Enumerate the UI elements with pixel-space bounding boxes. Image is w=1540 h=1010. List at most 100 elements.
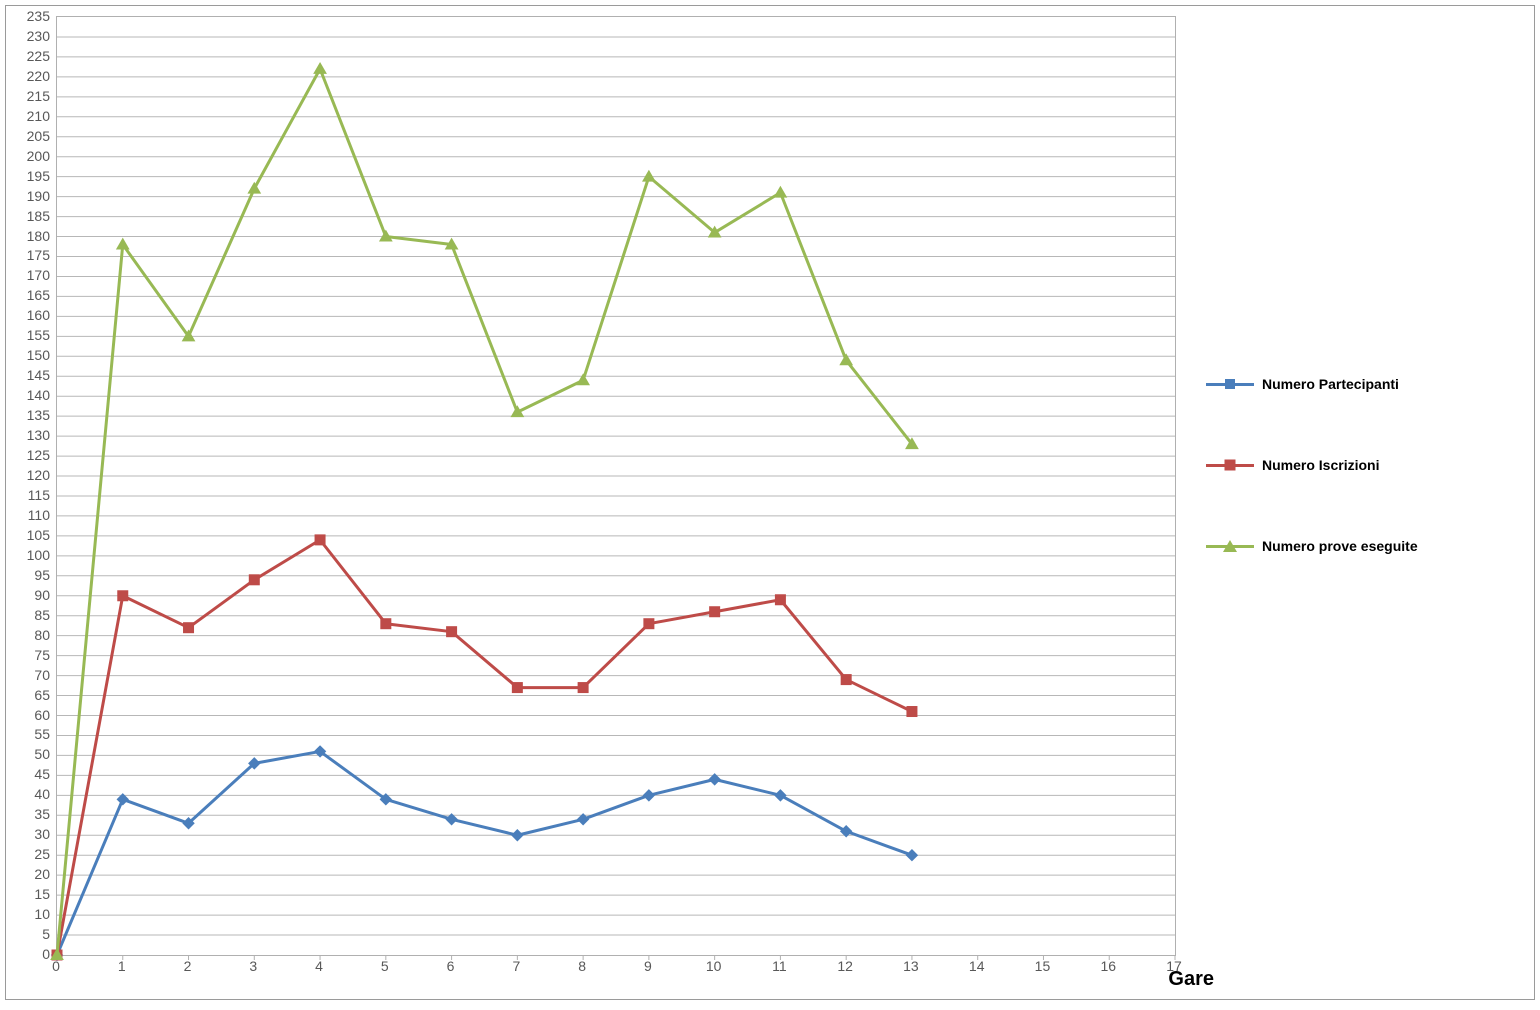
y-tick-label: 165 bbox=[27, 287, 50, 303]
y-tick-label: 0 bbox=[42, 946, 50, 962]
legend: Numero Partecipanti Numero Iscrizioni Nume… bbox=[1206, 376, 1506, 619]
plot-area bbox=[56, 16, 1176, 956]
series-marker-1 bbox=[446, 626, 457, 637]
legend-swatch bbox=[1206, 545, 1254, 548]
x-tick-label: 15 bbox=[1035, 958, 1051, 974]
y-tick-label: 15 bbox=[34, 886, 50, 902]
y-tick-label: 20 bbox=[34, 866, 50, 882]
y-tick-label: 110 bbox=[28, 507, 50, 523]
y-tick-label: 100 bbox=[27, 547, 50, 563]
series-marker-2 bbox=[247, 182, 261, 194]
y-tick-label: 205 bbox=[27, 128, 50, 144]
y-tick-label: 5 bbox=[42, 926, 50, 942]
series-marker-1 bbox=[775, 594, 786, 605]
y-tick-label: 70 bbox=[34, 667, 50, 683]
y-tick-label: 195 bbox=[27, 168, 50, 184]
y-tick-label: 140 bbox=[27, 387, 50, 403]
legend-swatch bbox=[1206, 464, 1254, 467]
y-tick-label: 35 bbox=[34, 806, 50, 822]
series-marker-1 bbox=[380, 618, 391, 629]
series-marker-1 bbox=[841, 674, 852, 685]
series-marker-1 bbox=[249, 574, 260, 585]
y-tick-label: 75 bbox=[34, 647, 50, 663]
y-tick-label: 55 bbox=[34, 726, 50, 742]
y-tick-label: 90 bbox=[34, 587, 50, 603]
y-tick-label: 125 bbox=[27, 447, 50, 463]
x-tick-label: 12 bbox=[837, 958, 853, 974]
series-marker-1 bbox=[578, 682, 589, 693]
x-tick-label: 7 bbox=[512, 958, 520, 974]
square-icon bbox=[1225, 460, 1236, 471]
x-tick-label: 0 bbox=[52, 958, 60, 974]
series-marker-1 bbox=[315, 534, 326, 545]
y-tick-label: 150 bbox=[27, 347, 50, 363]
x-tick-label: 11 bbox=[772, 958, 787, 974]
legend-swatch bbox=[1206, 383, 1254, 386]
series-marker-2 bbox=[642, 170, 656, 182]
series-marker-1 bbox=[906, 706, 917, 717]
series-marker-1 bbox=[183, 622, 194, 633]
plot-svg bbox=[57, 17, 1175, 955]
y-tick-label: 190 bbox=[27, 188, 50, 204]
y-tick-label: 160 bbox=[27, 307, 50, 323]
y-tick-label: 135 bbox=[27, 407, 50, 423]
triangle-icon bbox=[1223, 540, 1237, 552]
y-tick-label: 145 bbox=[27, 367, 50, 383]
x-tick-label: 1 bbox=[118, 958, 126, 974]
y-tick-label: 200 bbox=[27, 148, 50, 164]
y-tick-label: 85 bbox=[34, 607, 50, 623]
x-axis-labels: 01234567891011121314151617 bbox=[56, 958, 1176, 978]
y-axis-labels: 0510152025303540455055606570758085909510… bbox=[6, 16, 54, 956]
y-tick-label: 120 bbox=[27, 467, 50, 483]
y-tick-label: 235 bbox=[27, 8, 50, 24]
series-marker-2 bbox=[774, 186, 788, 198]
y-tick-label: 170 bbox=[27, 267, 50, 283]
series-marker-1 bbox=[117, 590, 128, 601]
series-marker-1 bbox=[709, 606, 720, 617]
y-tick-label: 155 bbox=[27, 327, 50, 343]
series-marker-0 bbox=[511, 829, 523, 841]
y-tick-label: 115 bbox=[28, 487, 50, 503]
y-tick-label: 105 bbox=[27, 527, 50, 543]
series-marker-0 bbox=[774, 789, 786, 801]
x-axis-title: Gare bbox=[1168, 968, 1214, 991]
x-tick-label: 9 bbox=[644, 958, 652, 974]
y-tick-label: 215 bbox=[27, 88, 50, 104]
series-marker-2 bbox=[116, 238, 130, 250]
y-tick-label: 10 bbox=[34, 906, 50, 922]
series-marker-2 bbox=[313, 62, 327, 74]
series-marker-2 bbox=[839, 353, 853, 365]
x-tick-label: 8 bbox=[578, 958, 586, 974]
y-tick-label: 65 bbox=[34, 687, 50, 703]
series-line-0 bbox=[57, 751, 912, 955]
x-tick-label: 13 bbox=[903, 958, 919, 974]
y-tick-label: 230 bbox=[27, 28, 50, 44]
y-tick-label: 60 bbox=[34, 707, 50, 723]
y-tick-label: 80 bbox=[34, 627, 50, 643]
series-marker-2 bbox=[576, 373, 590, 385]
x-tick-label: 16 bbox=[1100, 958, 1116, 974]
y-tick-label: 225 bbox=[27, 48, 50, 64]
x-tick-label: 10 bbox=[706, 958, 722, 974]
y-tick-label: 210 bbox=[27, 108, 50, 124]
legend-item: Numero Partecipanti bbox=[1206, 376, 1506, 392]
y-tick-label: 25 bbox=[34, 846, 50, 862]
chart-container: 0510152025303540455055606570758085909510… bbox=[5, 5, 1535, 1000]
y-tick-label: 40 bbox=[34, 786, 50, 802]
y-tick-label: 180 bbox=[27, 228, 50, 244]
legend-item: Numero Iscrizioni bbox=[1206, 457, 1506, 473]
y-tick-label: 185 bbox=[27, 208, 50, 224]
legend-label: Numero Iscrizioni bbox=[1262, 457, 1379, 473]
y-tick-label: 220 bbox=[27, 68, 50, 84]
series-marker-0 bbox=[906, 849, 918, 861]
y-tick-label: 45 bbox=[34, 766, 50, 782]
series-marker-0 bbox=[643, 789, 655, 801]
y-tick-label: 175 bbox=[27, 247, 50, 263]
legend-label: Numero Partecipanti bbox=[1262, 376, 1399, 392]
legend-label: Numero prove eseguite bbox=[1262, 538, 1418, 554]
series-marker-1 bbox=[512, 682, 523, 693]
x-tick-label: 4 bbox=[315, 958, 323, 974]
diamond-icon bbox=[1225, 379, 1235, 389]
series-marker-2 bbox=[379, 230, 393, 242]
x-tick-label: 5 bbox=[381, 958, 389, 974]
